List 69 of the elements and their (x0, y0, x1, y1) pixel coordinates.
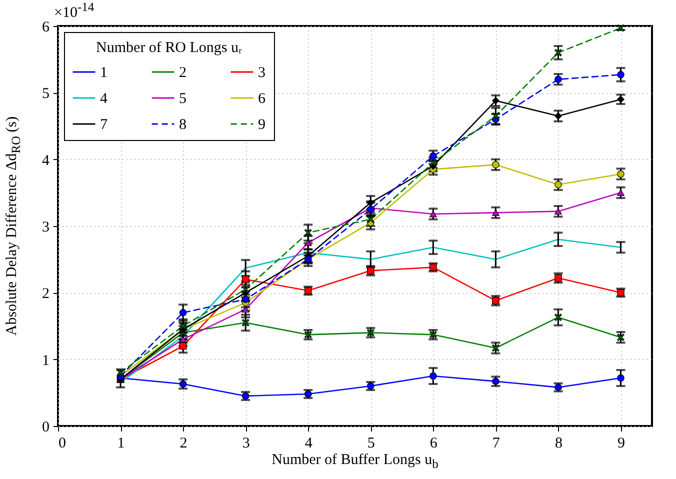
x-tick-label: 0 (58, 436, 66, 452)
point (304, 331, 312, 338)
point (430, 210, 437, 218)
point (430, 331, 437, 338)
point (492, 209, 500, 216)
point (242, 276, 250, 283)
point (492, 161, 500, 168)
point (617, 96, 624, 103)
point (492, 297, 500, 304)
x-tick-label: 3 (242, 436, 250, 452)
x-axis-title: Number of Buffer Longs u$_{b}$ (272, 452, 438, 472)
point (366, 216, 374, 223)
x-tick-label: 4 (304, 436, 313, 452)
point (179, 336, 187, 343)
y-tick-label: 5 (42, 86, 50, 102)
text: ×10$^{-14}$ (54, 0, 94, 22)
point (492, 344, 500, 352)
y-tick-label: 4 (42, 152, 50, 169)
point (242, 319, 250, 326)
point (179, 322, 187, 330)
y-tick-label: 0 (42, 420, 50, 436)
legend-label: 2 (179, 65, 186, 81)
legend-label: 8 (179, 117, 186, 133)
point (617, 71, 624, 78)
point (179, 380, 187, 388)
point (430, 159, 437, 166)
y-tick-label: 2 (42, 286, 50, 302)
point (554, 274, 562, 282)
legend-label: 3 (258, 65, 266, 81)
point (242, 286, 250, 293)
point (554, 76, 562, 83)
point (430, 372, 437, 380)
point (492, 112, 500, 120)
x-tick-label: 7 (492, 436, 500, 452)
point (242, 296, 250, 303)
legend-label: 9 (258, 117, 266, 133)
x-tick-label: 8 (554, 436, 562, 452)
point (554, 49, 562, 56)
point (242, 306, 250, 313)
point (366, 329, 374, 336)
point (366, 199, 374, 206)
point (554, 181, 562, 188)
x-tick-label: 2 (180, 436, 188, 452)
point (554, 208, 562, 215)
y-tick-label: 1 (42, 352, 50, 369)
y-tick-label: 3 (42, 220, 50, 236)
legend-title: Number of RO Longs uᵣ (96, 40, 243, 56)
x-tick-label: 6 (430, 436, 438, 452)
point (304, 229, 312, 236)
x-tick-label: 5 (367, 436, 375, 452)
point (304, 239, 312, 246)
point (116, 369, 124, 376)
point (617, 374, 624, 382)
point (554, 314, 562, 321)
legend-label: 7 (100, 117, 108, 133)
point (179, 309, 187, 316)
x-tick-label: 9 (617, 436, 625, 452)
y-tick-label: 6 (42, 20, 50, 36)
point (617, 334, 624, 341)
point (179, 342, 187, 350)
point (617, 189, 624, 196)
point (617, 170, 624, 178)
point (492, 378, 500, 385)
legend-label: 6 (258, 91, 266, 107)
x-tick-label: 1 (117, 436, 125, 452)
legend-label: 1 (100, 65, 108, 81)
legend-label: 4 (100, 91, 108, 107)
legend-label: 5 (179, 91, 186, 107)
point (554, 112, 562, 120)
